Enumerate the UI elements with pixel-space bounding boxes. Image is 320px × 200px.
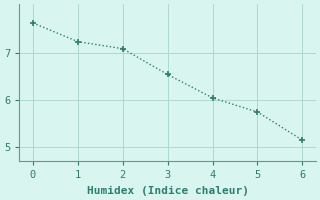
X-axis label: Humidex (Indice chaleur): Humidex (Indice chaleur) <box>87 186 249 196</box>
